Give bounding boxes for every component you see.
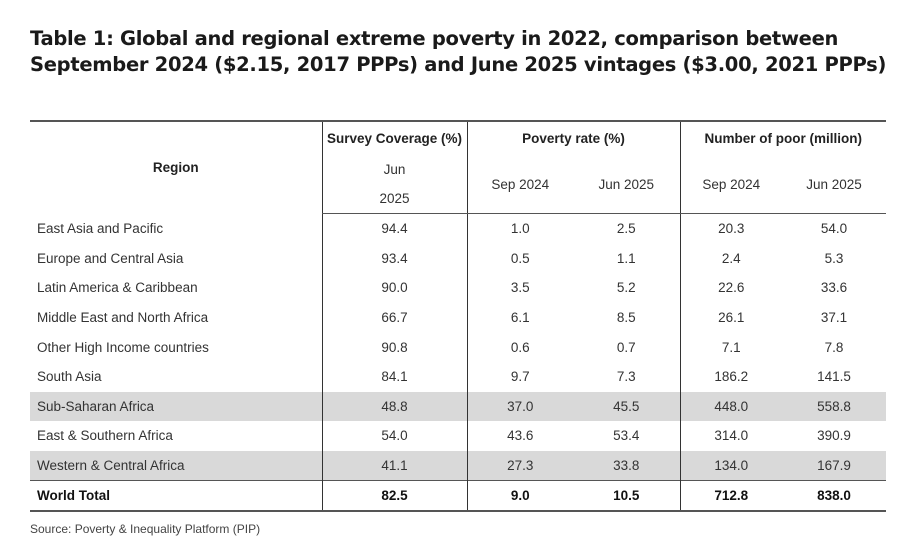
cell-poor-sep: 26.1	[679, 302, 783, 333]
cell-poor-jun: 838.0	[782, 480, 887, 513]
cell-coverage: 54.0	[321, 421, 467, 451]
cell-region: Europe and Central Asia	[37, 250, 184, 266]
cell-poor-sep: 2.4	[679, 243, 783, 274]
cell-region: Sub-Saharan Africa	[30, 391, 322, 422]
header-rate-sep2024: Sep 2024	[466, 155, 573, 214]
source-note: Source: Poverty & Inequality Platform (P…	[30, 522, 261, 536]
cell-coverage: 90.8	[321, 332, 467, 362]
cell-poor-jun: 7.8	[824, 339, 844, 355]
table-row: East & Southern Africa 54.0 43.6 53.4 314.0 3…	[30, 421, 886, 451]
cell-rate-sep: 9.0	[466, 480, 573, 513]
cell-rate-jun: 45.5	[573, 391, 681, 422]
cell-rate-sep: 27.3	[466, 450, 573, 481]
cell-coverage: 94.4	[321, 213, 467, 244]
cell-poor-sep: 20.3	[679, 213, 783, 244]
table-row: Latin America & Caribbean 90.0 3.5 5.2 22.6 3…	[30, 273, 886, 303]
header-poor-sep2024: Sep 2024	[679, 155, 783, 214]
cell-poor-sep: 712.8	[679, 480, 783, 513]
cell-poor-sep: 448.0	[679, 391, 783, 422]
table-row: South Asia 84.1 9.7 7.3 186.2 141.5	[30, 361, 886, 392]
cell-rate-sep: 1.0	[466, 213, 573, 244]
cell-region: South Asia	[37, 369, 102, 385]
table-row: Other High Income countries 90.8 0.6 0.7 7.1…	[30, 332, 886, 362]
cell-region: East & Southern Africa	[37, 428, 173, 444]
cell-rate-jun: 33.8	[573, 450, 681, 481]
cell-poor-jun: 390.9	[817, 428, 851, 444]
cell-region: Latin America & Caribbean	[37, 280, 198, 296]
cell-coverage: 90.0	[321, 273, 467, 303]
header-number-poor: Number of poor (million)	[679, 120, 887, 155]
cell-poor-jun: 37.1	[820, 310, 848, 326]
table-row: Middle East and North Africa 66.7 6.1 8.5 26…	[30, 302, 886, 333]
table-title: Table 1: Global and regional extreme pov…	[30, 27, 887, 76]
header-survey-coverage: Survey Coverage (%)	[321, 120, 467, 155]
cell-poor-jun: 33.6	[820, 280, 848, 296]
cell-region: Other High Income countries	[37, 339, 209, 355]
table-row: Western & Central Africa 41.1 27.3 33.8 134.…	[30, 450, 887, 481]
cell-rate-sep: 37.0	[466, 391, 573, 422]
cell-region: Middle East and North Africa	[37, 310, 209, 326]
cell-coverage: 93.4	[321, 243, 467, 274]
cell-rate-sep: 9.7	[466, 361, 573, 392]
cell-rate-jun: 0.7	[616, 339, 636, 355]
header-survey-jun2025: Jun 2025	[321, 155, 467, 214]
cell-poor-sep: 134.0	[679, 450, 783, 481]
total-row: World Total 82.5 9.0 10.5 712.8 838.0	[30, 480, 887, 513]
header-poverty-rate: Poverty rate (%)	[466, 120, 681, 155]
header-survey-2025: 2025	[379, 191, 410, 206]
cell-poor-jun: 558.8	[782, 391, 887, 422]
cell-poor-sep: 314.0	[679, 421, 783, 451]
cell-poor-sep: 22.6	[679, 273, 783, 303]
cell-rate-sep: 43.6	[466, 421, 573, 451]
cell-poor-jun: 141.5	[817, 369, 851, 385]
cell-rate-jun: 7.3	[616, 369, 636, 385]
header-region: Region	[30, 120, 322, 214]
cell-rate-sep: 0.6	[466, 332, 573, 362]
table-row: Sub-Saharan Africa 48.8 37.0 45.5 448.0 558.8	[30, 391, 887, 422]
cell-region: East Asia and Pacific	[37, 221, 164, 237]
cell-coverage: 41.1	[321, 450, 467, 481]
table-row: East Asia and Pacific 94.4 1.0 2.5 20.3 54.0	[30, 213, 886, 244]
cell-poor-sep: 186.2	[679, 361, 783, 392]
header-rate-jun2025: Jun 2025	[573, 155, 681, 214]
table-row: Europe and Central Asia 93.4 0.5 1.1 2.4 5.3	[30, 243, 886, 274]
cell-rate-jun: 10.5	[573, 480, 681, 513]
cell-rate-jun: 2.5	[616, 221, 636, 237]
cell-coverage: 82.5	[321, 480, 467, 513]
poverty-table: Region Survey Coverage (%) Poverty rate …	[30, 120, 887, 513]
header-poor-jun2025: Jun 2025	[782, 155, 887, 214]
cell-coverage: 66.7	[321, 302, 467, 333]
cell-region: World Total	[30, 480, 322, 513]
cell-poor-sep: 7.1	[679, 332, 783, 362]
cell-coverage: 84.1	[321, 361, 467, 392]
cell-rate-jun: 53.4	[613, 428, 640, 444]
header-survey-jun: Jun	[383, 162, 406, 177]
cell-rate-sep: 0.5	[466, 243, 573, 274]
cell-region: Western & Central Africa	[30, 450, 322, 481]
cell-rate-jun: 1.1	[616, 250, 636, 266]
cell-coverage: 48.8	[321, 391, 467, 422]
cell-rate-jun: 5.2	[616, 280, 636, 296]
cell-rate-sep: 6.1	[466, 302, 573, 333]
cell-rate-jun: 8.5	[616, 310, 636, 326]
cell-poor-jun: 54.0	[820, 221, 848, 237]
cell-poor-jun: 167.9	[782, 450, 887, 481]
cell-rate-sep: 3.5	[466, 273, 573, 303]
cell-poor-jun: 5.3	[824, 250, 844, 266]
